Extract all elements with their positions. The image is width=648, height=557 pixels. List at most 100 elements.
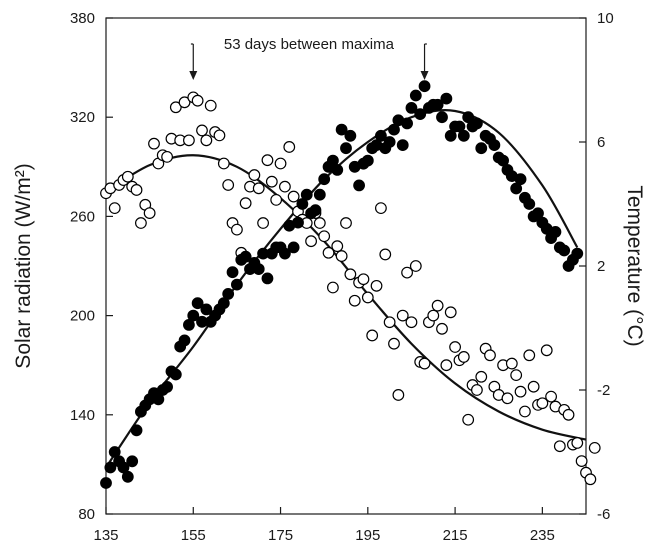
radiation-point [379,248,392,261]
radiation-point [536,397,549,410]
radiation-point [396,309,409,322]
radiation-point [270,193,283,206]
radiation-point [588,441,601,454]
radiation-point [540,344,553,357]
left-y-axis: 80 140 200 260 320 380 [70,10,113,523]
fit-curves [105,109,587,469]
annotation: 53 days between maxima [189,36,429,80]
radiation-point [313,217,326,229]
temperature-point [252,263,265,276]
temperature-point [130,424,143,437]
radiation-point [252,182,265,195]
radiation-point [217,157,230,170]
radiation-point [108,202,121,215]
radiation-point [475,370,488,383]
x-axis: 135 155 175 195 215 235 [93,507,555,544]
temperature-point [418,80,431,93]
temperature-point [409,89,422,102]
temperature-point [327,154,339,167]
temperature-point [444,129,457,142]
radiation-point [357,273,370,286]
temperature-point [121,470,134,483]
temperature-point [152,393,165,406]
temperature-point [510,182,523,195]
radiation-point [383,316,396,329]
filled-circle-series [100,80,584,489]
right-y-axis: -6 -2 2 6 10 [579,10,614,523]
temperature-point [226,266,239,279]
left-y-tick-label: 80 [78,506,95,523]
temperature-point [388,123,400,136]
radiation-point [405,316,418,329]
temperature-point [108,446,121,458]
temperature-point [331,163,344,176]
temperature-point [313,188,326,201]
radiation-point [366,329,379,342]
temperature-point [318,173,331,186]
radiation-point [322,246,335,259]
temperature-point [453,120,466,133]
x-tick-label: 235 [530,527,555,544]
radiation-point [148,137,160,150]
temperature-point [335,123,348,136]
radiation-point [213,129,226,142]
radiation-point [340,217,352,229]
right-y-tick-label: 10 [597,10,614,27]
radiation-point [327,281,339,294]
temperature-point [117,461,130,474]
annotation-arrow-left-head [189,71,198,80]
radiation-point [143,207,156,219]
radiation-point [444,306,457,319]
temperature-point [571,247,584,260]
temperature-point [396,139,409,152]
left-y-tick-label: 380 [70,10,95,27]
temperature-point [261,272,274,285]
left-y-tick-label: 140 [70,407,95,424]
temperature-point [361,154,374,167]
radiation-point [519,405,531,418]
radiation-point [287,190,300,203]
radiation-point [130,184,143,196]
temperature-point [161,381,173,393]
radiation-point [484,349,496,362]
radiation-point [204,99,217,112]
temperature-point [296,198,309,210]
temperature-point [222,288,235,300]
right-y-tick-label: -6 [597,506,610,523]
radiation-point [436,322,448,335]
radiation-point [510,369,523,382]
radiation-point [431,299,444,312]
radiation-point [121,170,134,183]
x-tick-label: 135 [93,527,118,544]
temperature-point [488,139,501,152]
temperature-point [436,111,448,124]
temperature-point [401,117,413,130]
radiation-point [191,94,204,107]
temperature-point [475,142,488,155]
temperature-point [375,129,387,142]
right-y-axis-title: Temperature (°C) [623,185,646,346]
radiation-point [392,389,405,401]
temperature-point [126,455,139,468]
radiation-point [501,392,514,405]
temperature-point [191,297,204,310]
radiation-point [318,230,331,243]
radiation-point [571,437,584,449]
radiation-point [335,250,348,262]
radiation-point [440,359,453,372]
temperature-point [383,136,396,148]
radiation-point [200,134,213,147]
radiation-point [388,337,400,350]
left-y-tick-label: 200 [70,308,95,325]
radiation-point [514,385,527,398]
right-y-tick-label: -2 [597,382,610,399]
radiation-point [248,169,261,181]
temperature-point [523,198,536,210]
temperature-point [457,129,470,142]
radiation-point [545,390,557,403]
temperature-point [187,309,200,322]
radiation-point [427,309,440,322]
radiation-point [462,413,475,426]
temperature-point [353,179,365,192]
